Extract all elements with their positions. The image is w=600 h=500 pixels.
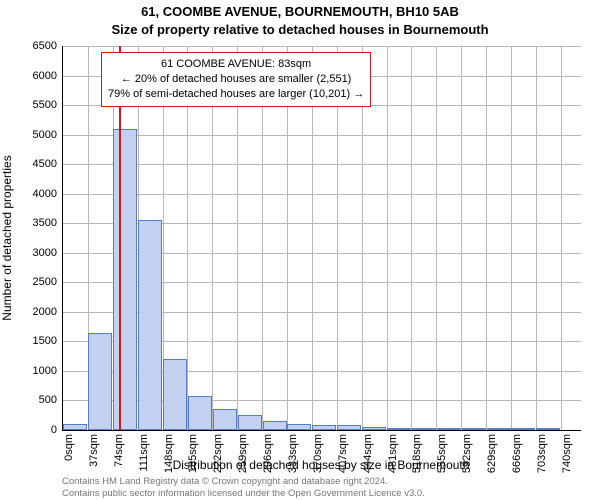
y-tick-label: 6500	[33, 40, 63, 52]
footer-line1: Contains HM Land Registry data © Crown c…	[62, 476, 388, 488]
gridline-v	[411, 46, 412, 430]
histogram-bar	[337, 425, 361, 430]
histogram-bar	[138, 220, 162, 430]
chart-container: 61, COOMBE AVENUE, BOURNEMOUTH, BH10 5AB…	[0, 0, 600, 500]
histogram-bar	[163, 359, 187, 430]
y-tick-label: 2000	[33, 306, 63, 318]
histogram-bar	[63, 424, 87, 430]
gridline-v	[486, 46, 487, 430]
y-tick-label: 5500	[33, 99, 63, 111]
histogram-bar	[487, 428, 511, 430]
y-tick-label: 5000	[33, 129, 63, 141]
histogram-bar	[437, 428, 461, 430]
gridline-h	[63, 164, 581, 165]
histogram-bar	[213, 409, 237, 430]
info-box-line1: 61 COOMBE AVENUE: 83sqm	[108, 57, 364, 72]
footer-line2: Contains public sector information licen…	[62, 488, 425, 500]
histogram-bar	[387, 428, 411, 430]
y-tick-label: 500	[39, 394, 63, 406]
y-tick-label: 0	[51, 424, 63, 436]
histogram-bar	[263, 421, 287, 430]
y-tick-label: 1000	[33, 365, 63, 377]
histogram-bar	[113, 129, 137, 430]
info-box-line3: 79% of semi-detached houses are larger (…	[108, 87, 364, 102]
gridline-h	[63, 194, 581, 195]
y-tick-label: 3000	[33, 247, 63, 259]
y-tick-label: 4000	[33, 188, 63, 200]
gridline-v	[536, 46, 537, 430]
histogram-bar	[412, 428, 436, 430]
chart-title-line2: Size of property relative to detached ho…	[0, 22, 600, 37]
histogram-bar	[511, 428, 535, 430]
y-tick-label: 4500	[33, 158, 63, 170]
y-tick-label: 2500	[33, 276, 63, 288]
chart-title-line1: 61, COOMBE AVENUE, BOURNEMOUTH, BH10 5AB	[0, 4, 600, 19]
gridline-v	[561, 46, 562, 430]
gridline-v	[436, 46, 437, 430]
histogram-bar	[362, 427, 386, 430]
gridline-v	[461, 46, 462, 430]
histogram-bar	[188, 396, 212, 430]
y-tick-label: 6000	[33, 70, 63, 82]
histogram-bar	[88, 333, 112, 430]
info-box: 61 COOMBE AVENUE: 83sqm ← 20% of detache…	[101, 52, 371, 107]
info-box-line2: ← 20% of detached houses are smaller (2,…	[108, 72, 364, 87]
histogram-bar	[238, 415, 262, 430]
gridline-h	[63, 135, 581, 136]
histogram-bar	[536, 428, 560, 430]
gridline-v	[387, 46, 388, 430]
y-tick-label: 1500	[33, 335, 63, 347]
x-tick-label: 0sqm	[63, 430, 75, 461]
gridline-v	[511, 46, 512, 430]
histogram-bar	[462, 428, 486, 430]
y-axis-label: Number of detached properties	[0, 155, 14, 320]
plot-area: 0500100015002000250030003500400045005000…	[62, 46, 581, 431]
x-axis-label: Distribution of detached houses by size …	[62, 458, 580, 472]
y-tick-label: 3500	[33, 217, 63, 229]
histogram-bar	[312, 425, 336, 430]
histogram-bar	[287, 424, 311, 430]
gridline-h	[63, 46, 581, 47]
